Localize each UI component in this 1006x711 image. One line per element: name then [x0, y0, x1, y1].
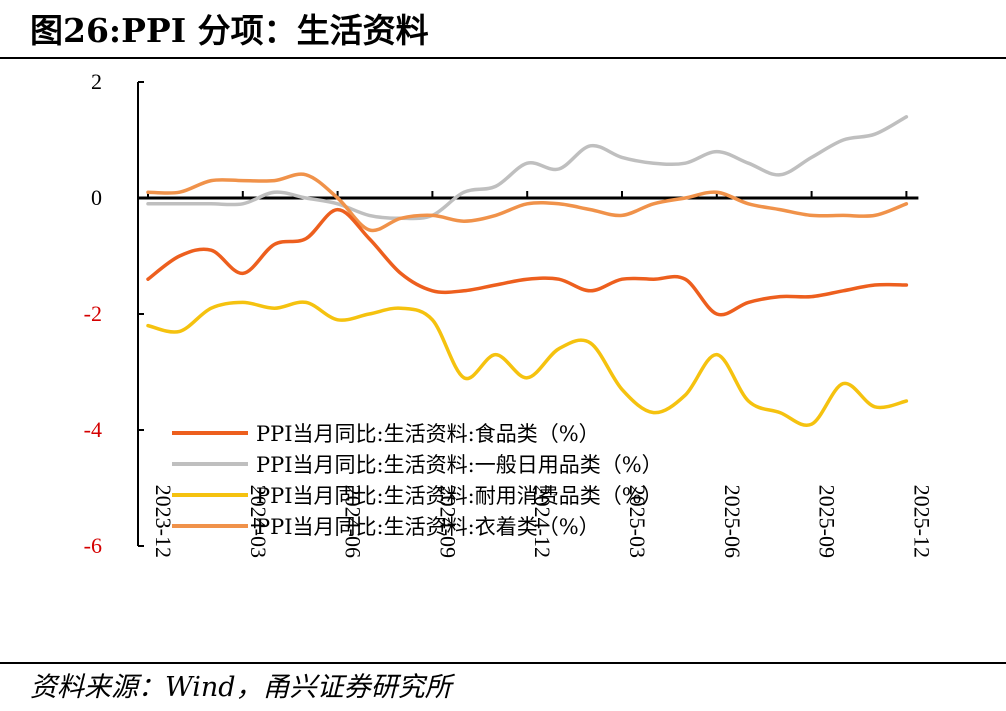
x-tick-label: 2025-09 — [815, 485, 840, 558]
x-tick-label: 2024-03 — [246, 485, 271, 558]
legend-food-label: PPI当月同比:生活资料:食品类（%） — [256, 422, 600, 446]
x-tick-label: 2025-12 — [909, 485, 934, 558]
series-clothing-line — [146, 172, 909, 233]
tick-labels: 2 0 -2 -4 -6 2023-12 2024-03 2024-06 2024-09 2024… — [84, 69, 935, 558]
legend-daily-goods-label: PPI当月同比:生活资料:一般日用品类（%） — [256, 453, 663, 477]
y-tick-label: 0 — [91, 185, 102, 210]
x-tick-label: 2025-03 — [625, 485, 650, 558]
y-tick-label: -6 — [84, 533, 102, 558]
axes — [137, 81, 919, 547]
x-tick-label: 2024-09 — [435, 485, 460, 558]
legend-durable-goods-label: PPI当月同比:生活资料:耐用消费品类（%） — [256, 484, 663, 508]
x-tick-label: 2023-12 — [151, 485, 176, 558]
series-durable-goods-line — [146, 300, 909, 427]
x-tick-label: 2025-06 — [720, 485, 745, 558]
y-tick-label: -2 — [84, 301, 102, 326]
line-chart: 2 0 -2 -4 -6 2023-12 2024-03 2024-06 2024-09 2024… — [84, 69, 935, 558]
chart-title: 图26:PPI 分项：生活资料 — [30, 11, 429, 50]
series-lines — [146, 115, 909, 427]
x-tick-label: 2024-12 — [530, 485, 555, 558]
series-food-line — [146, 207, 909, 317]
y-tick-label: 2 — [91, 69, 102, 94]
bottom-divider — [0, 662, 1006, 664]
x-tick-label: 2024-06 — [341, 485, 366, 558]
legend-clothing-label: PPI当月同比:生活资料:衣着类（%） — [256, 515, 600, 539]
top-divider — [0, 57, 1006, 59]
y-tick-label: -4 — [84, 417, 102, 442]
series-daily-goods-line — [146, 115, 909, 221]
legend: PPI当月同比:生活资料:食品类（%） PPI当月同比:生活资料:一般日用品类（%… — [172, 422, 663, 539]
source-note: 资料来源：Wind，甬兴证券研究所 — [30, 672, 452, 703]
